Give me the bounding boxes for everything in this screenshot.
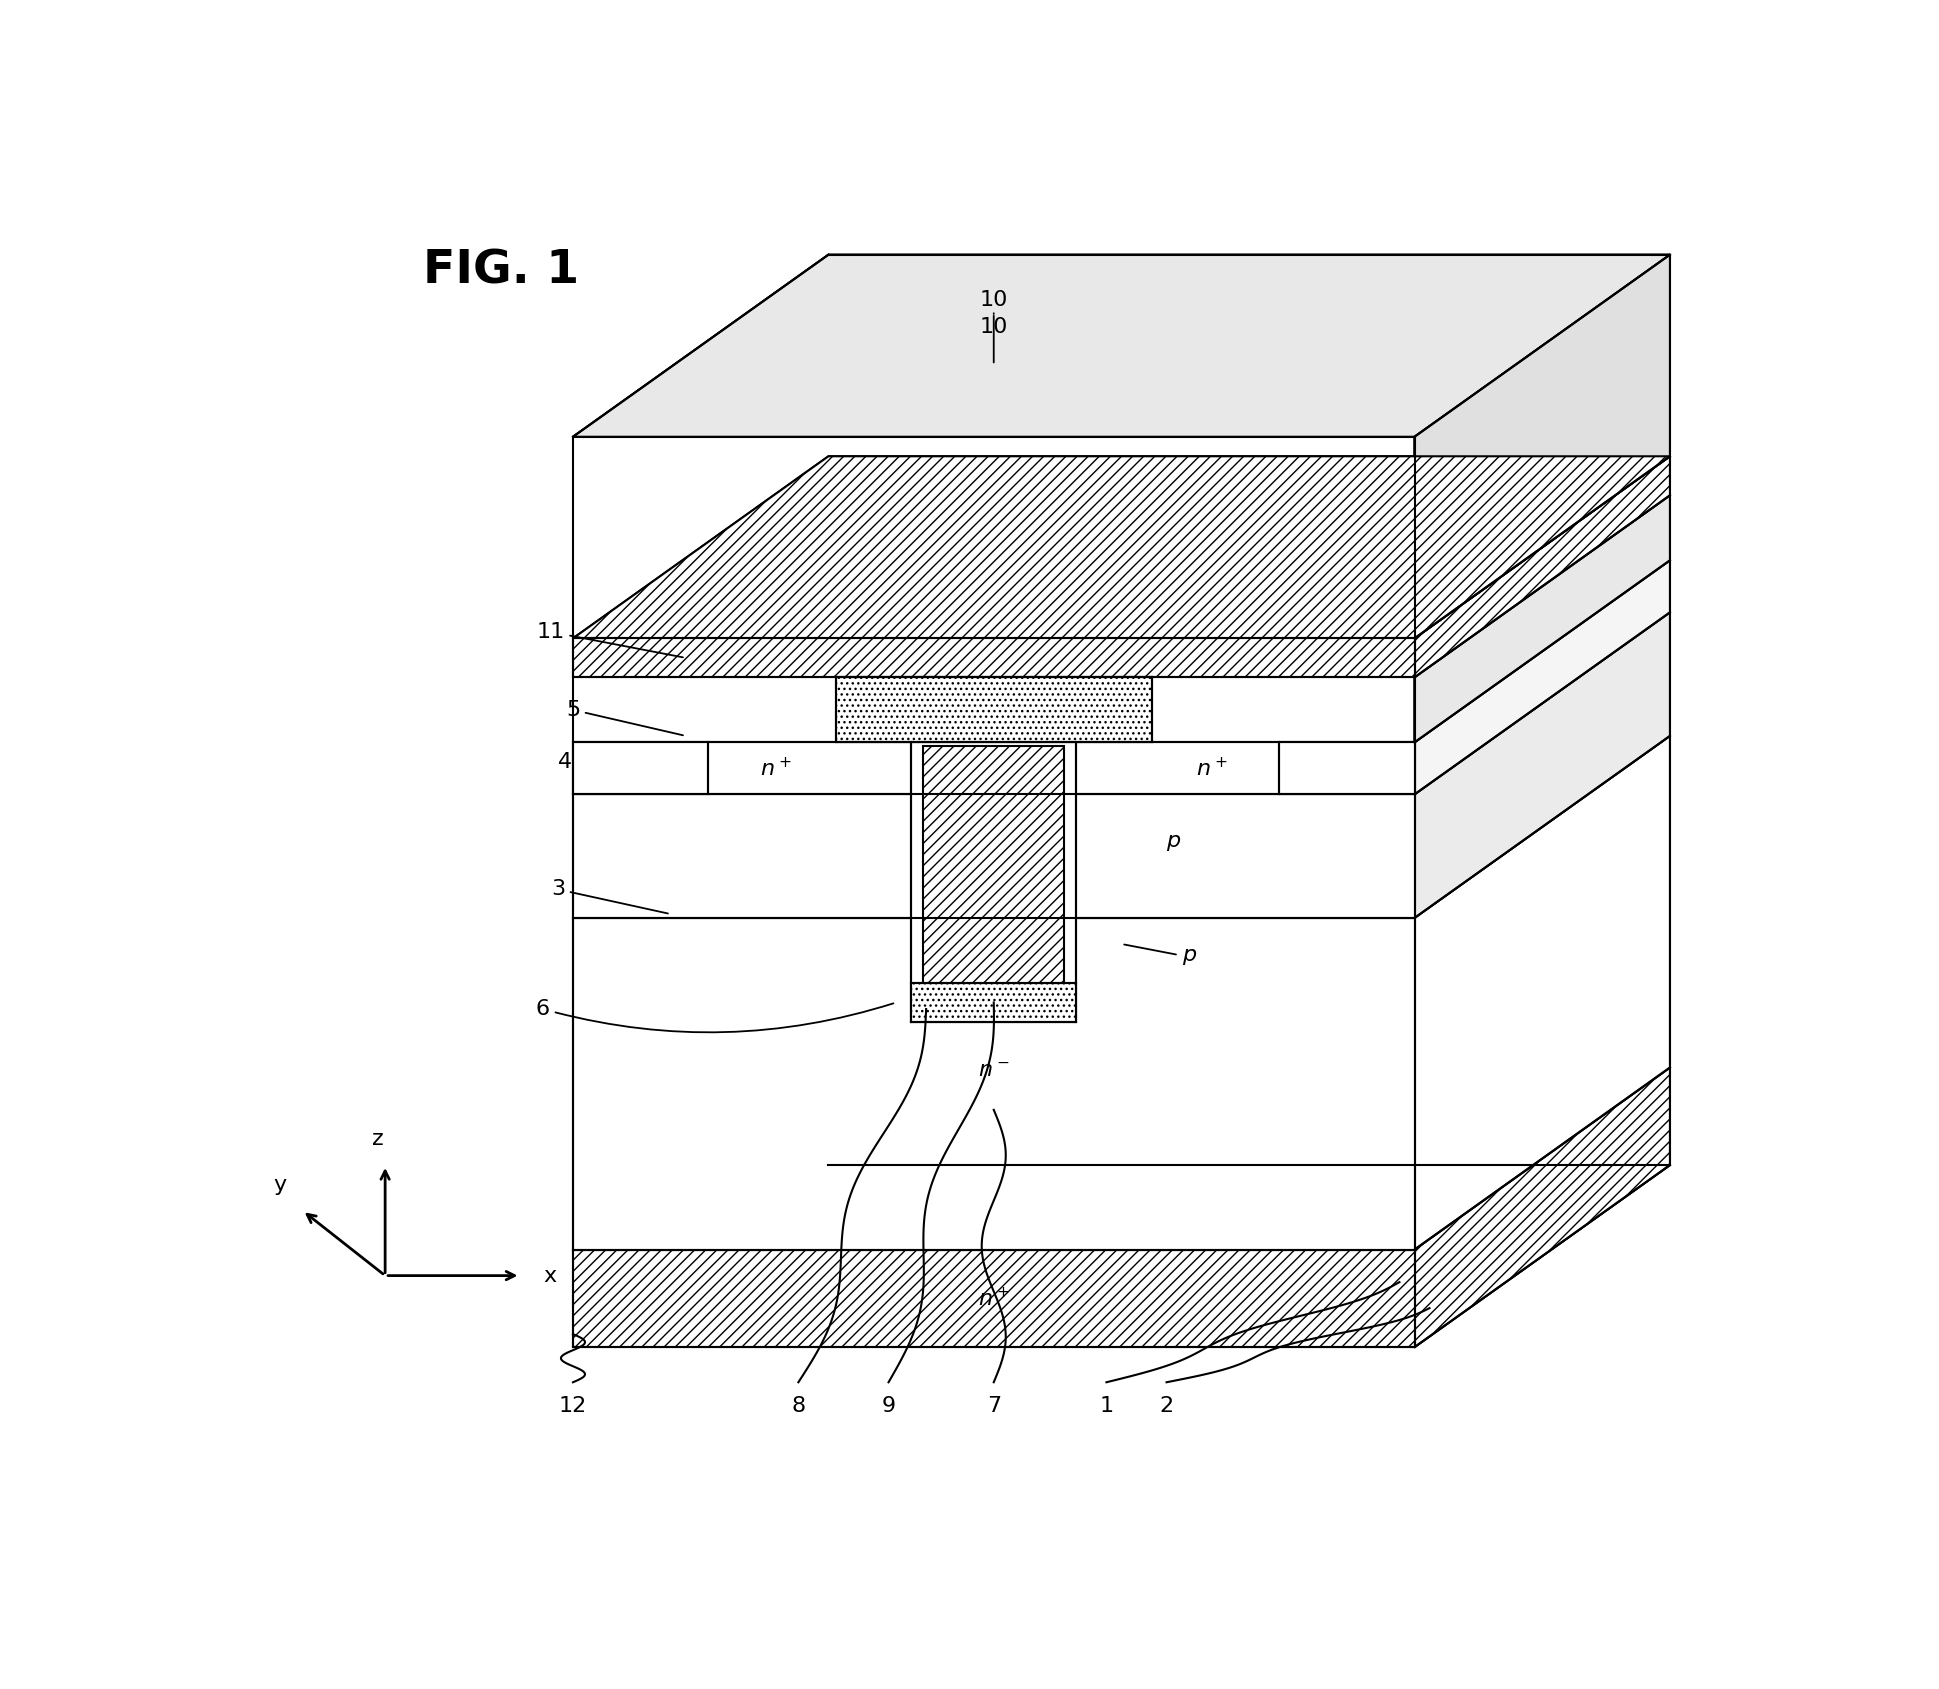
- Text: 3: 3: [551, 880, 667, 914]
- Bar: [574, 743, 1415, 794]
- Polygon shape: [1415, 561, 1669, 794]
- Polygon shape: [574, 255, 1669, 437]
- Text: z: z: [372, 1130, 384, 1150]
- Text: 8: 8: [791, 1395, 805, 1415]
- Bar: [574, 638, 1415, 677]
- Bar: [574, 1250, 1415, 1348]
- Text: x: x: [543, 1265, 556, 1285]
- Text: 9: 9: [882, 1395, 896, 1415]
- Text: $n^+$: $n^+$: [1196, 757, 1227, 780]
- Polygon shape: [574, 456, 1669, 638]
- Bar: [574, 743, 708, 794]
- Text: $p$: $p$: [1125, 944, 1196, 968]
- Text: $p$: $p$: [1167, 833, 1181, 853]
- Text: 2: 2: [1160, 1395, 1173, 1415]
- Polygon shape: [1415, 736, 1669, 1250]
- Text: 1: 1: [1099, 1395, 1113, 1415]
- Bar: [1280, 743, 1415, 794]
- Text: 10: 10: [979, 312, 1008, 336]
- Text: $p^+$: $p^+$: [609, 755, 642, 782]
- Polygon shape: [1415, 613, 1669, 919]
- Polygon shape: [574, 255, 1669, 437]
- Polygon shape: [1415, 255, 1669, 638]
- Bar: [836, 677, 1152, 743]
- Text: 7: 7: [987, 1395, 1001, 1415]
- Text: $n^+$: $n^+$: [977, 1287, 1010, 1311]
- Polygon shape: [1415, 1067, 1669, 1348]
- Bar: [574, 794, 1415, 919]
- Polygon shape: [574, 456, 1669, 638]
- Polygon shape: [1415, 456, 1669, 677]
- Text: y: y: [273, 1176, 287, 1196]
- Text: 6: 6: [535, 998, 894, 1032]
- Text: FIG. 1: FIG. 1: [423, 248, 580, 294]
- Bar: [911, 983, 1076, 1022]
- Bar: [923, 747, 1065, 983]
- Text: 12: 12: [558, 1395, 588, 1415]
- Text: 11: 11: [537, 622, 683, 657]
- Bar: [911, 743, 1076, 1022]
- Text: 10: 10: [979, 291, 1008, 363]
- Text: $p^+$: $p^+$: [1346, 755, 1379, 782]
- Text: $n^+$: $n^+$: [760, 757, 791, 780]
- Text: $n^-$: $n^-$: [977, 1061, 1010, 1081]
- Text: 4: 4: [558, 752, 675, 787]
- Bar: [574, 919, 1415, 1250]
- Text: 5: 5: [566, 699, 683, 735]
- Polygon shape: [1415, 255, 1669, 1348]
- Polygon shape: [1415, 495, 1669, 743]
